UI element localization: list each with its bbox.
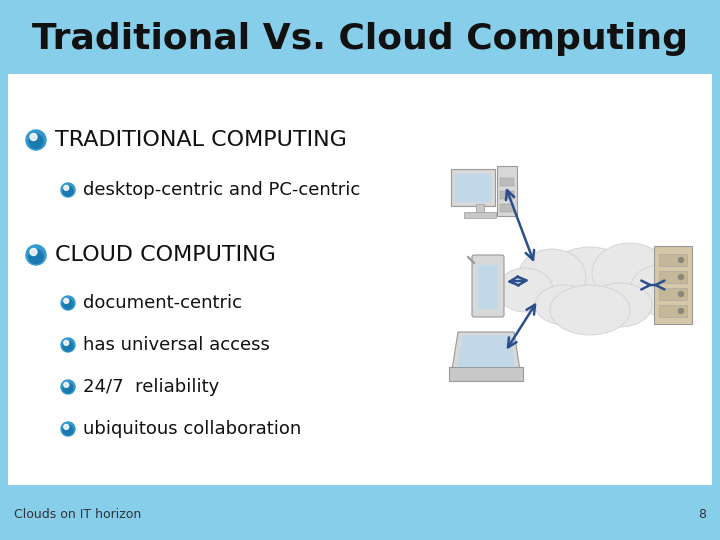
Text: CLOUD COMPUTING: CLOUD COMPUTING	[55, 245, 276, 265]
Circle shape	[63, 341, 73, 351]
FancyBboxPatch shape	[654, 246, 692, 324]
Circle shape	[61, 422, 75, 436]
Circle shape	[63, 186, 73, 196]
FancyBboxPatch shape	[500, 204, 514, 212]
FancyBboxPatch shape	[659, 254, 687, 266]
FancyBboxPatch shape	[464, 212, 496, 218]
FancyBboxPatch shape	[659, 288, 687, 300]
Ellipse shape	[592, 243, 668, 303]
Circle shape	[64, 185, 68, 190]
Circle shape	[30, 133, 37, 140]
Circle shape	[678, 308, 683, 314]
Circle shape	[61, 183, 75, 197]
Text: document-centric: document-centric	[83, 294, 242, 312]
Ellipse shape	[535, 285, 595, 325]
FancyBboxPatch shape	[451, 169, 495, 206]
Ellipse shape	[550, 285, 630, 335]
Text: has universal access: has universal access	[83, 336, 270, 354]
Circle shape	[64, 299, 68, 303]
Text: desktop-centric and PC-centric: desktop-centric and PC-centric	[83, 181, 360, 199]
Circle shape	[64, 382, 68, 387]
FancyBboxPatch shape	[476, 204, 484, 213]
Circle shape	[678, 274, 683, 280]
Circle shape	[61, 338, 75, 352]
Ellipse shape	[542, 247, 638, 323]
Circle shape	[30, 248, 37, 255]
FancyBboxPatch shape	[455, 174, 491, 202]
Ellipse shape	[630, 265, 690, 315]
Circle shape	[64, 340, 68, 346]
Circle shape	[26, 245, 46, 265]
FancyBboxPatch shape	[449, 367, 523, 381]
Polygon shape	[452, 332, 520, 370]
Text: ubiquitous collaboration: ubiquitous collaboration	[83, 420, 301, 438]
FancyBboxPatch shape	[8, 70, 712, 485]
Text: Traditional Vs. Cloud Computing: Traditional Vs. Cloud Computing	[32, 22, 688, 56]
Circle shape	[678, 292, 683, 296]
Text: Clouds on IT horizon: Clouds on IT horizon	[14, 508, 141, 521]
FancyBboxPatch shape	[500, 178, 514, 186]
Circle shape	[61, 380, 75, 394]
FancyBboxPatch shape	[4, 4, 716, 74]
FancyBboxPatch shape	[497, 166, 517, 216]
Circle shape	[63, 425, 73, 435]
Circle shape	[63, 383, 73, 393]
Ellipse shape	[518, 249, 586, 305]
Circle shape	[678, 258, 683, 262]
Text: TRADITIONAL COMPUTING: TRADITIONAL COMPUTING	[55, 130, 347, 150]
Circle shape	[61, 296, 75, 310]
FancyBboxPatch shape	[478, 265, 498, 309]
Circle shape	[26, 130, 46, 150]
Circle shape	[29, 134, 43, 149]
FancyBboxPatch shape	[0, 488, 720, 540]
FancyBboxPatch shape	[472, 255, 504, 317]
Circle shape	[29, 249, 43, 264]
Polygon shape	[457, 335, 515, 367]
Ellipse shape	[497, 268, 553, 312]
Text: 8: 8	[698, 508, 706, 521]
FancyBboxPatch shape	[659, 305, 687, 317]
Circle shape	[63, 299, 73, 309]
FancyBboxPatch shape	[500, 191, 514, 199]
FancyBboxPatch shape	[659, 271, 687, 283]
Circle shape	[64, 424, 68, 429]
Text: 24/7  reliability: 24/7 reliability	[83, 378, 220, 396]
Ellipse shape	[588, 283, 652, 327]
